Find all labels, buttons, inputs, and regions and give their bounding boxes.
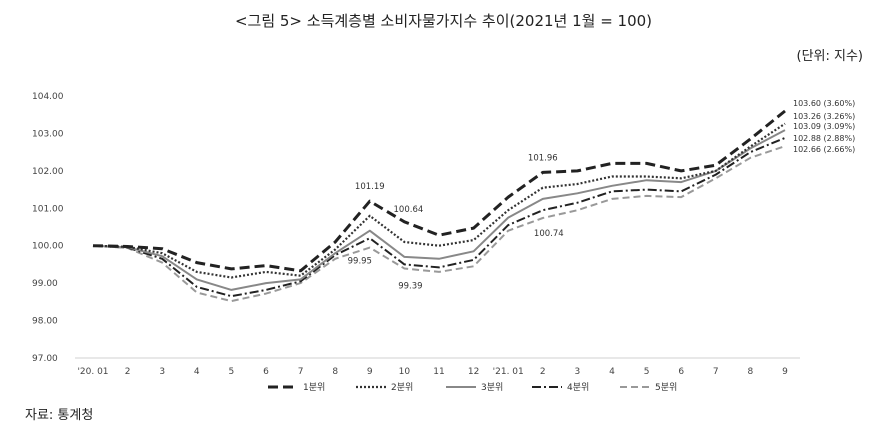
x-axis-ticks: '20. 01 2 3 4 5 6 7 8 9 10 11 12 '21. 01 2 3 4 5 6 7 8 9 — [77, 367, 788, 377]
series-line — [92, 136, 786, 298]
data-label: 100.74 — [534, 229, 564, 239]
y-tick-label: 97.00 — [32, 354, 58, 364]
y-tick-label: 103.00 — [32, 129, 64, 139]
data-annotations: 101.19 100.64 99.95 99.39 101.96 100.74 — [348, 153, 564, 291]
series-line — [92, 129, 786, 291]
legend-label: 2분위 — [391, 382, 413, 393]
legend-label: 1분위 — [303, 382, 325, 393]
y-axis-ticks: 97.00 98.00 99.00 100.00 101.00 102.00 103.00 1… — [32, 92, 64, 364]
unit-label: (단위: 지수) — [796, 49, 864, 64]
series-line — [92, 145, 786, 303]
x-tick-label: 7 — [713, 367, 719, 377]
end-label: 103.60 (3.60%) — [793, 99, 855, 108]
legend-label: 5분위 — [655, 382, 677, 393]
y-tick-label: 100.00 — [32, 242, 64, 252]
x-tick-label: 2 — [125, 367, 131, 377]
x-tick-label: 12 — [468, 367, 479, 377]
y-tick-label: 101.00 — [32, 204, 64, 214]
y-tick-label: 104.00 — [32, 92, 64, 102]
source-label: 자료: 통계청 — [25, 408, 94, 423]
end-label: 102.66 (2.66%) — [793, 145, 855, 154]
x-tick-label: 4 — [194, 367, 200, 377]
x-tick-label: 8 — [748, 367, 754, 377]
legend: 1분위 2분위 3분위 4분위 5분위 — [268, 382, 677, 393]
y-tick-label: 99.00 — [32, 279, 58, 289]
x-tick-label: 10 — [399, 367, 411, 377]
x-tick-label: 5 — [229, 367, 235, 377]
end-label: 102.88 (2.88%) — [793, 134, 855, 143]
x-tick-label: 6 — [263, 367, 269, 377]
x-tick-label: 2 — [540, 367, 546, 377]
x-tick-label: '20. 01 — [77, 367, 108, 377]
data-label: 101.19 — [355, 182, 385, 192]
x-tick-label: '21. 01 — [493, 367, 524, 377]
data-label: 99.95 — [348, 257, 372, 267]
data-label: 101.96 — [528, 153, 558, 163]
end-label: 103.26 (3.26%) — [793, 112, 855, 121]
x-tick-label: 6 — [678, 367, 684, 377]
x-tick-label: 8 — [332, 367, 338, 377]
data-label: 99.39 — [398, 282, 422, 292]
x-tick-label: 9 — [782, 367, 788, 377]
y-tick-label: 98.00 — [32, 317, 58, 327]
series-line — [92, 109, 786, 273]
x-tick-label: 3 — [575, 367, 581, 377]
x-tick-label: 7 — [298, 367, 304, 377]
x-tick-label: 5 — [644, 367, 650, 377]
end-labels: 103.60 (3.60%) 103.26 (3.26%)103.09 (3.09… — [793, 99, 855, 154]
x-tick-label: 3 — [159, 367, 165, 377]
series-lines — [92, 109, 786, 303]
series-line — [92, 122, 786, 279]
end-label: 103.09 (3.09%) — [793, 122, 855, 131]
data-label: 100.64 — [394, 205, 424, 215]
legend-label: 4분위 — [567, 382, 589, 393]
legend-label: 3분위 — [481, 382, 503, 393]
x-tick-label: 4 — [609, 367, 615, 377]
chart-title: <그림 5> 소득계층별 소비자물가지수 추이(2021년 1월 = 100) — [234, 12, 653, 30]
y-tick-label: 102.00 — [32, 167, 64, 177]
x-tick-label: 11 — [433, 367, 444, 377]
x-tick-label: 9 — [367, 367, 373, 377]
